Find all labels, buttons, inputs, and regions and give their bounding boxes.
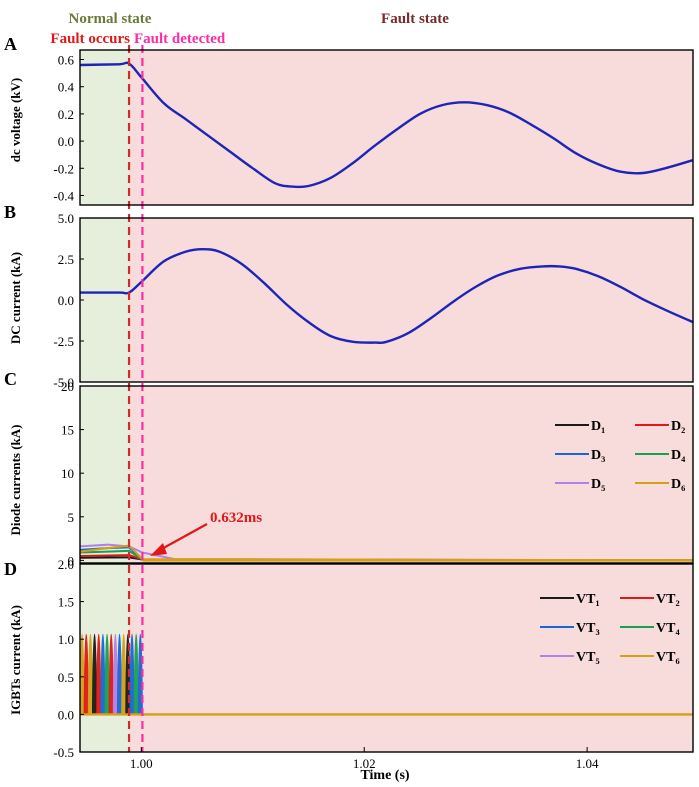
panel-frame [79, 563, 694, 753]
dc-current-line [79, 247, 694, 345]
legend-label-vt1: VT₁ [576, 592, 600, 607]
y-tick-label: -0.5 [53, 745, 74, 760]
fault-detected-label: Fault detected [134, 31, 226, 47]
panel-b-ylabel: DC current (kA) [8, 252, 23, 344]
annotation-0632ms: 0.632ms [210, 510, 262, 526]
igbt-pulse-vt3 [137, 634, 143, 715]
legend-label-vt5: VT₅ [576, 650, 600, 665]
panel-frame [79, 49, 694, 206]
y-tick-label: 0.5 [58, 670, 74, 685]
y-tick-label: 2.5 [58, 252, 74, 267]
legend-label-vt4: VT₄ [656, 621, 680, 636]
normal-state-region [80, 50, 130, 205]
y-tick-label: 0.0 [58, 293, 74, 308]
legend-label-vt6: VT₆ [656, 650, 680, 665]
panel-d-ylabel: IGBTs current (kA) [8, 605, 23, 715]
y-tick-label: 20 [61, 379, 74, 394]
x-tick-label: 1.00 [130, 756, 153, 771]
panel-a-ylabel: dc voltage (kV) [8, 78, 23, 163]
annotation-arrowhead [150, 543, 167, 556]
fault-occurs-label: Fault occurs [50, 31, 130, 47]
dc-voltage-line [79, 61, 694, 189]
legend-label-d2: D₂ [671, 419, 685, 434]
fault-state-region [129, 386, 694, 563]
fault-state-label: Fault state [381, 11, 449, 27]
panel-letter-a: A [4, 34, 17, 54]
y-tick-label: 0.4 [58, 80, 75, 95]
y-tick-label: 0.2 [58, 107, 74, 122]
panel-letter-d: D [4, 559, 17, 579]
panel-c-ylabel: Diode currents (kA) [8, 425, 23, 536]
y-tick-label: 5.0 [58, 211, 74, 226]
legend-label-d1: D₁ [591, 419, 605, 434]
y-tick-label: -0.2 [53, 161, 74, 176]
legend-label-vt3: VT₃ [576, 621, 600, 636]
y-tick-label: 1.0 [58, 632, 74, 647]
legend-label-d3: D₃ [591, 448, 605, 463]
legend-label-d4: D₄ [671, 448, 686, 463]
y-tick-label: 10 [61, 466, 74, 481]
y-tick-label: 0.6 [58, 53, 75, 68]
x-tick-label: 1.02 [353, 756, 376, 771]
normal-state-region [80, 386, 130, 563]
fault-state-region [129, 218, 694, 382]
legend-label-d6: D₆ [671, 477, 685, 492]
y-tick-label: -5.0 [53, 375, 74, 390]
normal-state-region [80, 218, 130, 382]
panel-frame [79, 385, 694, 564]
x-axis-label: Time (s) [360, 768, 409, 783]
y-tick-label: 1.5 [58, 595, 74, 610]
panel-letter-b: B [4, 202, 16, 222]
y-tick-label: 5 [68, 510, 75, 525]
legend-label-d5: D₅ [591, 477, 605, 492]
fault-state-region [129, 564, 694, 752]
normal-state-label: Normal state [69, 11, 152, 27]
legend-label-vt2: VT₂ [656, 592, 680, 607]
y-tick-label: 0.0 [58, 707, 74, 722]
y-tick-label: -0.4 [53, 188, 74, 203]
y-tick-label: 0.0 [58, 134, 74, 149]
x-tick-label: 1.04 [576, 756, 599, 771]
y-tick-label: 2.0 [58, 557, 74, 572]
y-tick-label: 15 [61, 423, 74, 438]
annotation-arrow-shaft [157, 523, 208, 552]
fault-state-region [129, 50, 694, 205]
y-tick-label: -2.5 [53, 334, 74, 349]
panel-letter-c: C [4, 369, 17, 389]
y-tick-label: 0 [68, 553, 75, 568]
